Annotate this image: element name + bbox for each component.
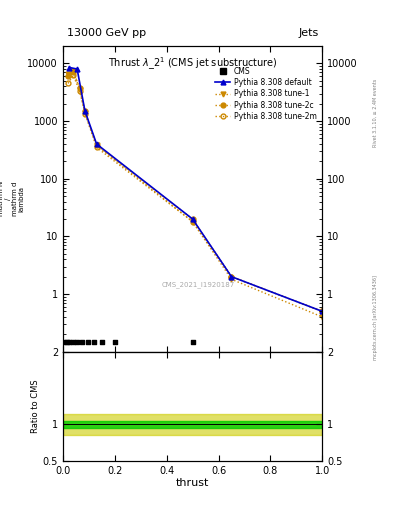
X-axis label: thrust: thrust bbox=[176, 478, 209, 488]
Y-axis label: Ratio to CMS: Ratio to CMS bbox=[31, 379, 40, 433]
Point bbox=[112, 337, 118, 346]
Text: 13000 GeV pp: 13000 GeV pp bbox=[67, 28, 146, 38]
Text: CMS_2021_I1920187: CMS_2021_I1920187 bbox=[161, 281, 234, 288]
Text: Thrust $\lambda\_2^1$ (CMS jet substructure): Thrust $\lambda\_2^1$ (CMS jet substruct… bbox=[108, 55, 277, 72]
Text: mcplots.cern.ch [arXiv:1306.3436]: mcplots.cern.ch [arXiv:1306.3436] bbox=[373, 275, 378, 360]
Text: Jets: Jets bbox=[298, 28, 318, 38]
Point bbox=[74, 337, 80, 346]
Point bbox=[66, 337, 73, 346]
Point bbox=[99, 337, 105, 346]
Point bbox=[61, 337, 67, 346]
Y-axis label: 1
mathrm N
mathrm d
mathrm N
/
mathrm d
lambda: 1 mathrm N mathrm d mathrm N / mathrm d … bbox=[0, 181, 25, 217]
Text: Rivet 3.1.10, ≥ 2.4M events: Rivet 3.1.10, ≥ 2.4M events bbox=[373, 78, 378, 147]
Point bbox=[84, 337, 91, 346]
Point bbox=[79, 337, 86, 346]
Point bbox=[64, 337, 70, 346]
Point bbox=[189, 337, 196, 346]
Point bbox=[91, 337, 97, 346]
Legend: CMS, Pythia 8.308 default, Pythia 8.308 tune-1, Pythia 8.308 tune-2c, Pythia 8.3: CMS, Pythia 8.308 default, Pythia 8.308 … bbox=[213, 65, 318, 122]
Point bbox=[70, 337, 76, 346]
